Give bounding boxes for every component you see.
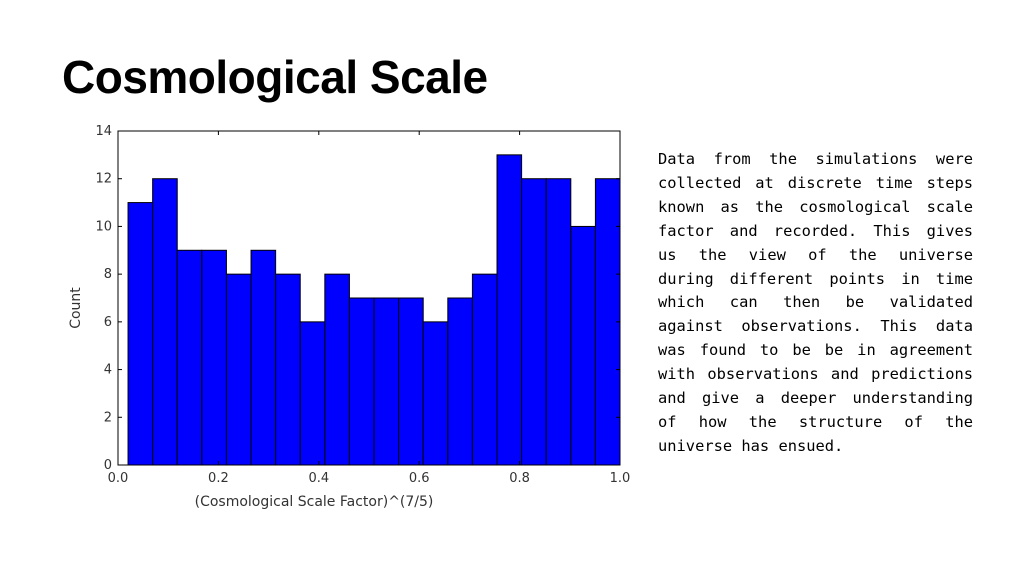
slide-title: Cosmological Scale	[62, 51, 488, 103]
x-tick-label: 0.2	[208, 471, 229, 486]
histogram-bar	[225, 273, 252, 466]
histogram-bar	[250, 249, 277, 466]
histogram-bar	[570, 225, 596, 466]
slide-body-text: Data from the simulations were collected…	[658, 150, 973, 455]
x-tick-label: 0.0	[108, 471, 129, 486]
bars-group	[127, 154, 621, 466]
x-axis-label: (Cosmological Scale Factor)^(7/5)	[195, 494, 434, 510]
y-tick-label: 0	[104, 458, 112, 473]
x-tick-label: 0.4	[308, 471, 329, 486]
y-axis: 0 2 4 6 8 10 12 14	[95, 124, 620, 473]
histogram-bar	[496, 154, 523, 466]
histogram-bar	[545, 178, 572, 466]
histogram-bar	[152, 178, 178, 466]
histogram-bar	[176, 249, 203, 466]
histogram-bar	[422, 321, 449, 466]
y-tick-label: 10	[95, 219, 112, 234]
x-tick-label: 0.8	[509, 471, 530, 486]
histogram-bar	[127, 202, 154, 466]
histogram-bar	[201, 249, 227, 466]
histogram-chart: 0.0 0.2 0.4 0.6 0.8 1.0 0 2 4 6 8 10 12 14 (Cosmolog…	[68, 124, 631, 510]
histogram-bar	[447, 297, 473, 466]
y-tick-label: 12	[95, 172, 112, 187]
histogram-bar	[299, 321, 326, 466]
x-tick-label: 1.0	[610, 471, 631, 486]
y-tick-label: 4	[104, 363, 112, 378]
y-tick-label: 14	[95, 124, 112, 139]
y-tick-label: 6	[104, 315, 112, 330]
histogram-bar	[521, 178, 547, 466]
y-tick-label: 2	[104, 410, 112, 425]
histogram-bar	[373, 297, 400, 466]
histogram-bar	[275, 273, 301, 466]
histogram-bar	[594, 178, 621, 466]
x-axis: 0.0 0.2 0.4 0.6 0.8 1.0	[108, 131, 631, 486]
y-axis-label: Count	[68, 287, 84, 329]
histogram-bar	[398, 297, 424, 466]
histogram-bar	[471, 273, 498, 466]
y-tick-label: 8	[104, 267, 112, 282]
histogram-bar	[348, 297, 375, 466]
x-tick-label: 0.6	[409, 471, 430, 486]
histogram-bar	[324, 273, 350, 466]
plot-frame	[117, 130, 621, 466]
